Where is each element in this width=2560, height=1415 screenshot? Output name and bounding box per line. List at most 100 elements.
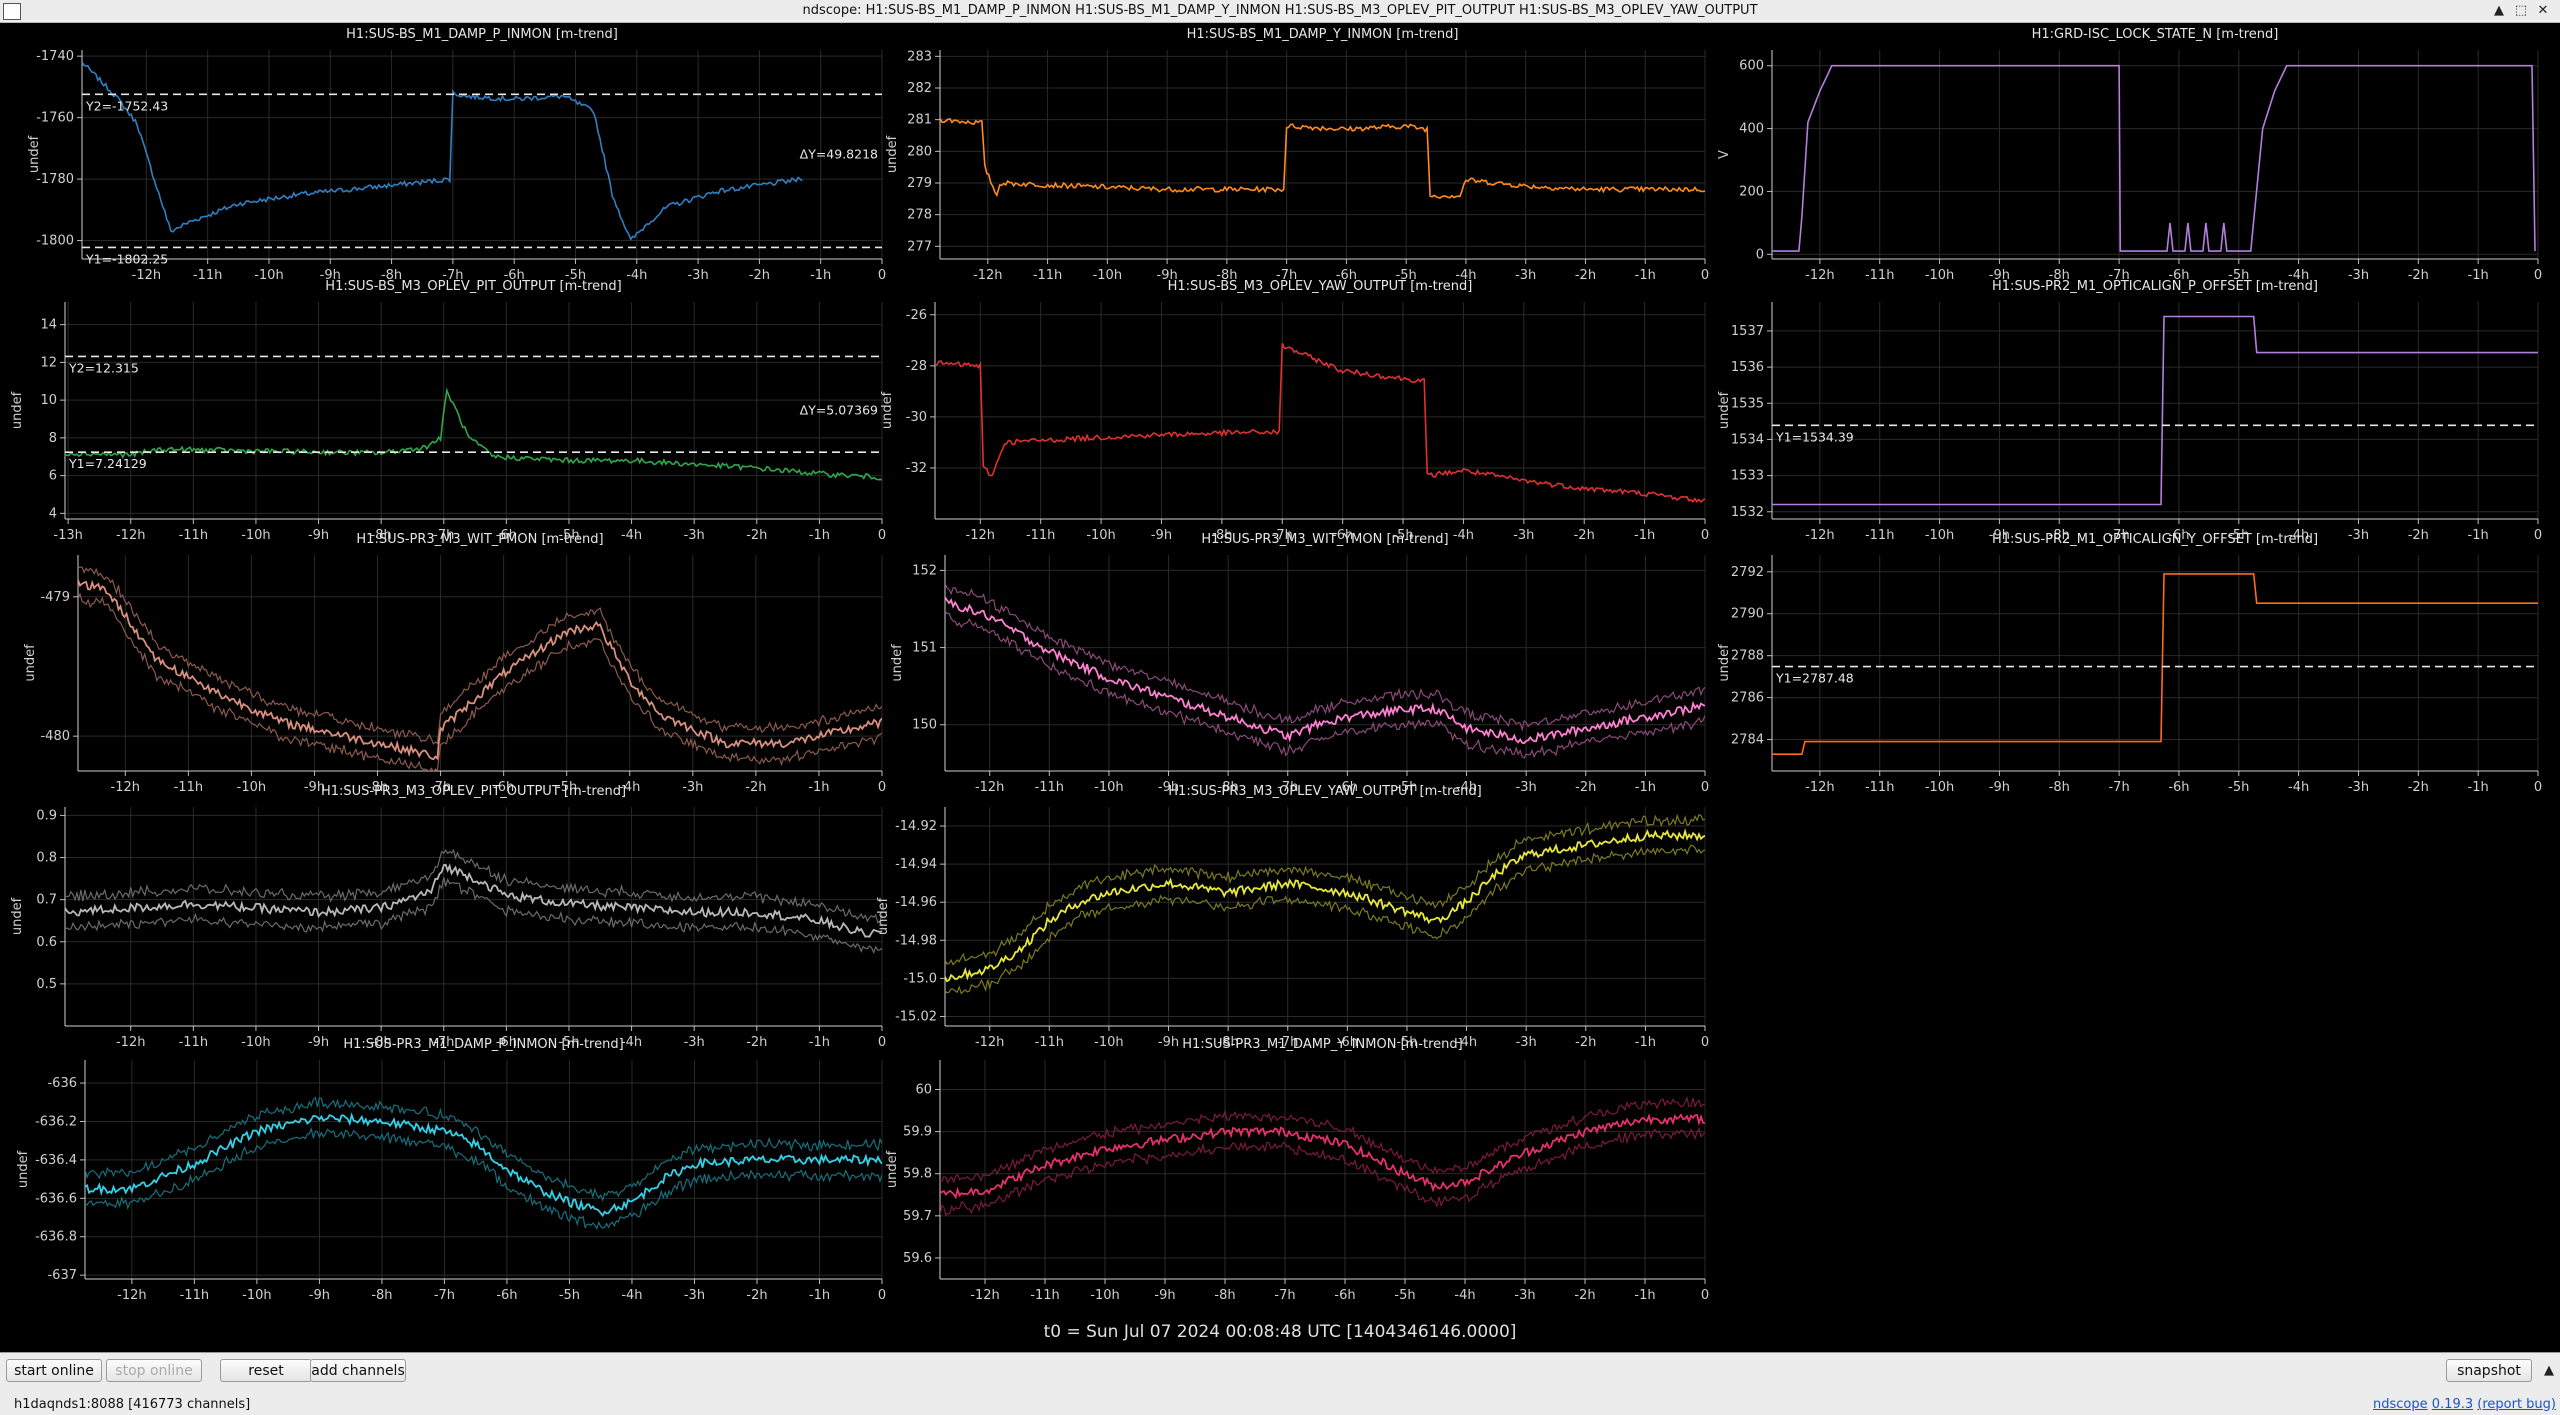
- series-upper-envelope: [78, 566, 882, 745]
- add-channels-button[interactable]: add channels: [310, 1359, 406, 1382]
- y-axis-label: undef: [16, 1150, 31, 1188]
- x-tick-label: -9h: [1154, 1288, 1175, 1303]
- x-tick-label: -6h: [1337, 780, 1358, 795]
- y-tick-label: -637: [47, 1268, 77, 1283]
- series-line: [85, 1112, 882, 1218]
- x-tick-label: -6h: [496, 1288, 517, 1303]
- y-cursor-label: Y2=-1752.43: [85, 98, 168, 113]
- x-tick-label: -3h: [684, 1035, 705, 1050]
- x-tick-label: -7h: [1276, 268, 1297, 283]
- x-tick-label: -5h: [2228, 780, 2249, 795]
- collapse-arrow-icon[interactable]: ▲: [2544, 1363, 2554, 1378]
- y-tick-label: -14.92: [895, 819, 937, 834]
- plot-title: H1:SUS-PR3_M3_WIT_YMON [m-trend]: [1201, 532, 1448, 547]
- series-lower-envelope: [945, 610, 1705, 759]
- series-line: [945, 596, 1705, 745]
- series-line: [65, 387, 882, 481]
- close-window-icon[interactable]: ✕: [2537, 3, 2549, 18]
- plot-pr3_m3_wit_y: H1:SUS-PR3_M3_WIT_YMON [m-trend] -12h -11h…: [890, 532, 1709, 795]
- x-tick-label: 0: [2534, 780, 2542, 795]
- x-tick-label: -6h: [2168, 528, 2189, 543]
- y-tick-label: -636: [47, 1076, 77, 1091]
- y-tick-label: 279: [907, 176, 932, 191]
- plot-title: H1:SUS-PR3_M3_OPLEV_PIT_OUTPUT [m-trend]: [321, 784, 626, 799]
- y-axis-label: undef: [10, 897, 25, 935]
- x-tick-label: -6h: [1334, 1288, 1355, 1303]
- x-tick-label: -5h: [1392, 528, 1413, 543]
- x-tick-label: -10h: [1094, 780, 1123, 795]
- x-tick-label: -10h: [242, 1288, 271, 1303]
- y-axis-label: undef: [1717, 391, 1732, 429]
- x-tick-label: -8h: [2049, 268, 2070, 283]
- y-tick-label: 150: [912, 718, 937, 733]
- x-tick-label: -11h: [1865, 268, 1894, 283]
- y-axis-label: undef: [880, 391, 895, 429]
- x-tick-label: -10h: [237, 780, 266, 795]
- x-tick-label: -8h: [381, 268, 402, 283]
- y-tick-label: 1536: [1731, 360, 1764, 375]
- series-line: [1772, 573, 2538, 755]
- plot-grid[interactable]: H1:SUS-BS_M1_DAMP_P_INMON [m-trend] -12h -…: [0, 22, 2560, 1322]
- x-tick-label: -2h: [2408, 528, 2429, 543]
- x-tick-label: -6h: [496, 528, 517, 543]
- y-tick-label: 2792: [1731, 565, 1764, 580]
- t0-timestamp: t0 = Sun Jul 07 2024 00:08:48 UTC [14043…: [1043, 1322, 1517, 1342]
- y-tick-label: 2786: [1731, 691, 1764, 706]
- delta-y-label: ΔY=5.07369: [800, 403, 878, 418]
- ndscope-link[interactable]: ndscope: [2373, 1397, 2428, 1412]
- y-tick-label: 2788: [1731, 649, 1764, 664]
- x-tick-label: -5h: [1396, 780, 1417, 795]
- y-axis-label: V: [1717, 150, 1732, 159]
- x-tick-label: -12h: [111, 780, 140, 795]
- y-tick-label: -1780: [36, 172, 74, 187]
- y-tick-label: 59.7: [903, 1209, 932, 1224]
- plot-title: H1:SUS-PR3_M3_OPLEV_YAW_OUTPUT [m-trend]: [1168, 784, 1481, 799]
- y-tick-label: 6: [49, 469, 57, 484]
- y-cursor-label: Y2=12.315: [68, 360, 139, 375]
- stop-online-button[interactable]: stop online: [106, 1359, 202, 1382]
- x-tick-label: -10h: [1925, 268, 1954, 283]
- y-tick-label: 282: [907, 81, 932, 96]
- x-tick-label: -8h: [371, 528, 392, 543]
- x-tick-label: -3h: [687, 268, 708, 283]
- x-tick-label: -12h: [1805, 528, 1834, 543]
- x-tick-label: 0: [1701, 528, 1709, 543]
- plot-pr3_m3_oplev_yaw: H1:SUS-PR3_M3_OPLEV_YAW_OUTPUT [m-trend]…: [876, 784, 1709, 1050]
- x-tick-label: -12h: [116, 1035, 145, 1050]
- y-tick-label: -480: [40, 729, 70, 744]
- x-tick-label: -4h: [619, 780, 640, 795]
- x-tick-label: -5h: [1396, 1035, 1417, 1050]
- x-tick-label: -5h: [1394, 1288, 1415, 1303]
- maximize-window-icon[interactable]: ⬚: [2514, 3, 2528, 18]
- x-tick-label: -2h: [1575, 780, 1596, 795]
- x-tick-label: -9h: [1989, 528, 2010, 543]
- x-tick-label: -9h: [1158, 1035, 1179, 1050]
- x-tick-label: -5h: [558, 528, 579, 543]
- plot-title: H1:SUS-PR2_M1_OPTICALIGN_P_OFFSET [m-tre…: [1992, 279, 2318, 294]
- plot-pr2_m1_opticalign_p: H1:SUS-PR2_M1_OPTICALIGN_P_OFFSET [m-tre…: [1717, 279, 2542, 543]
- x-tick-label: -9h: [1157, 268, 1178, 283]
- delta-y-label: ΔY=49.8218: [800, 147, 878, 162]
- x-tick-label: -4h: [1456, 780, 1477, 795]
- x-tick-label: -4h: [621, 528, 642, 543]
- plot-grd_isc_lock: H1:GRD-ISC_LOCK_STATE_N [m-trend] -12h -11…: [1717, 27, 2542, 283]
- y-tick-label: 281: [907, 113, 932, 128]
- y-axis-label: undef: [23, 644, 38, 682]
- plot-title: H1:GRD-ISC_LOCK_STATE_N [m-trend]: [2032, 27, 2279, 42]
- x-tick-label: -1h: [2468, 528, 2489, 543]
- report-bug-link[interactable]: (report bug): [2477, 1397, 2556, 1412]
- y-tick-label: 277: [907, 239, 932, 254]
- x-tick-label: -8h: [1218, 780, 1239, 795]
- minimize-window-icon[interactable]: ▲: [2494, 3, 2504, 18]
- series-line: [78, 579, 882, 761]
- snapshot-button[interactable]: snapshot: [2446, 1359, 2532, 1382]
- y-tick-label: 0.6: [36, 935, 57, 950]
- start-online-button[interactable]: start online: [6, 1359, 102, 1382]
- x-tick-label: -2h: [1574, 1288, 1595, 1303]
- version-link[interactable]: 0.19.3: [2431, 1397, 2474, 1412]
- series-upper-envelope: [65, 848, 882, 924]
- y-tick-label: 400: [1739, 122, 1764, 137]
- x-tick-label: -5h: [559, 1288, 580, 1303]
- reset-button[interactable]: reset: [220, 1359, 312, 1382]
- y-tick-label: 59.6: [903, 1251, 932, 1266]
